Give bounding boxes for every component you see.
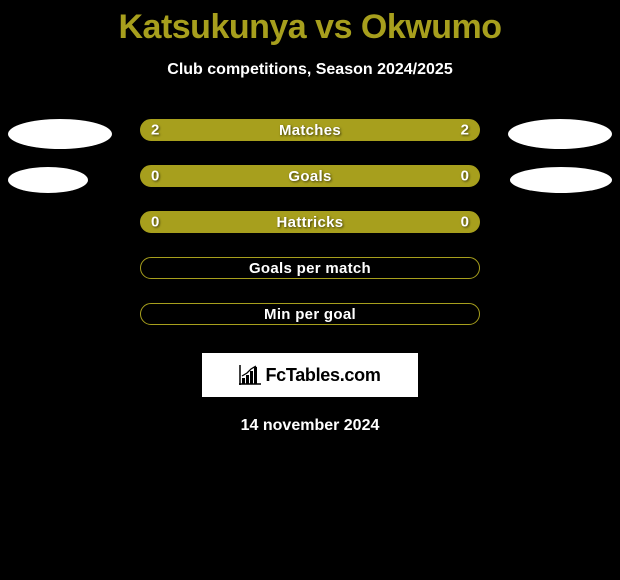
stat-value-left: 0 [151, 168, 159, 185]
stat-value-left: 0 [151, 214, 159, 231]
stat-value-right: 0 [461, 214, 469, 231]
stat-bar-hattricks: 0 Hattricks 0 [140, 211, 480, 233]
stat-value-right: 2 [461, 122, 469, 139]
avatar-left-2 [8, 167, 88, 193]
logo-box: FcTables.com [202, 353, 418, 397]
stat-bar-min-per-goal: Min per goal [140, 303, 480, 325]
stat-label: Goals per match [249, 260, 371, 277]
page-title: Katsukunya vs Okwumo [0, 0, 620, 47]
stat-label: Hattricks [277, 214, 344, 231]
stat-bar-goals: 0 Goals 0 [140, 165, 480, 187]
avatar-left-1 [8, 119, 112, 149]
stat-value-right: 0 [461, 168, 469, 185]
avatar-column-right [508, 119, 612, 193]
stat-value-left: 2 [151, 122, 159, 139]
stat-bars: 2 Matches 2 0 Goals 0 0 Hattricks 0 Goals per mat… [140, 119, 480, 325]
stat-label: Min per goal [264, 306, 356, 323]
date-label: 14 november 2024 [0, 417, 620, 435]
stat-bar-goals-per-match: Goals per match [140, 257, 480, 279]
bar-chart-icon [239, 365, 261, 385]
stat-label: Goals [288, 168, 331, 185]
stat-bar-matches: 2 Matches 2 [140, 119, 480, 141]
comparison-area: 2 Matches 2 0 Goals 0 0 Hattricks 0 Goals per mat… [0, 119, 620, 325]
stat-label: Matches [279, 122, 341, 139]
avatar-right-1 [508, 119, 612, 149]
page-subtitle: Club competitions, Season 2024/2025 [0, 61, 620, 79]
logo: FcTables.com [239, 365, 380, 386]
avatar-right-2 [510, 167, 612, 193]
avatar-column-left [8, 119, 112, 193]
logo-text: FcTables.com [265, 365, 380, 386]
